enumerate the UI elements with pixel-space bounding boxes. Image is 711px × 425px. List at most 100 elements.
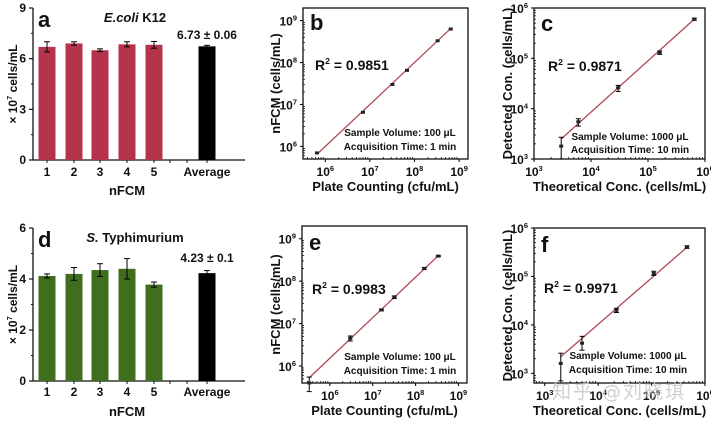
panel-f-data-point [684, 245, 689, 249]
panel-f-xtick-label: 105 [643, 388, 661, 403]
panel-e-xtick-label: 108 [407, 388, 425, 403]
panel-b-xtick-label: 107 [361, 164, 379, 179]
panel-a-xtick-label: 3 [97, 165, 104, 179]
panel-c-xtick-label: 103 [525, 164, 543, 179]
panel-f-data-point [580, 341, 585, 345]
panel-b-data-point [435, 39, 440, 43]
panel-d-title: S. Typhimurium [86, 230, 183, 245]
panel-b-ytick-label: 109 [280, 14, 298, 29]
panel-e-ytick-label: 108 [279, 274, 297, 289]
panel-b-data-point [314, 151, 319, 155]
panel-c-data-point [576, 120, 581, 124]
panel-e-data-point [379, 308, 384, 312]
panel-c-ytick-label: 106 [511, 1, 529, 16]
panel-c-ylabel: Detected Con. (cells/mL) [500, 8, 515, 160]
panel-d-average-annotation: 4.23 ± 0.1 [180, 251, 234, 265]
panel-e-xtick-label: 106 [321, 388, 339, 403]
panel-f-ytick-label: 104 [511, 318, 529, 333]
panel-b-r-squared: R2 = 0.9851 [315, 56, 389, 73]
panel-a-bar [91, 50, 109, 160]
panel-e-letter: e [309, 230, 321, 255]
panel-f-ytick-label: 106 [511, 221, 529, 236]
panel-d-xtick-label: 1 [44, 385, 51, 399]
panel-a-bar [38, 46, 56, 160]
panel-a-bar [65, 43, 83, 160]
panel-a-xtick-label: 5 [151, 165, 158, 179]
panel-d-bar [91, 270, 109, 381]
panel-a-title: E.coli K12 [104, 10, 166, 25]
panel-a-ytick-label: 0 [19, 153, 26, 167]
panel-a-xtick-label: 1 [44, 165, 51, 179]
panel-d-ytick-label: 2 [19, 323, 26, 337]
panel-e-ylabel: nFCM (cells/mL) [268, 254, 283, 354]
panel-b-ytick-label: 107 [280, 97, 298, 112]
panel-b-data-point [390, 82, 395, 86]
panel-b-sample-volume: Sample Volume: 100 μL [344, 128, 456, 139]
panel-c-xtick-label: 104 [582, 164, 600, 179]
panel-f-xtick-label: 103 [536, 388, 554, 403]
panel-c-data-point [692, 17, 697, 21]
panel-a-xlabel: nFCM [109, 183, 145, 198]
panel-a-letter: a [38, 7, 51, 32]
panel-e-xtick-label: 109 [450, 388, 468, 403]
panel-f-r-squared: R2 = 0.9971 [544, 279, 618, 296]
panel-b-xtick-label: 106 [317, 164, 335, 179]
panel-e-ytick-label: 107 [279, 317, 297, 332]
panel-f-xtick-label: 104 [589, 388, 607, 403]
panel-f-sample-volume: Sample Volume: 1000 μL [569, 351, 686, 362]
panel-a-xtick-label: Average [184, 165, 231, 179]
panel-a-xtick-label: 4 [124, 165, 131, 179]
panel-b-acquisition-time: Acquisition Time: 1 min [344, 142, 457, 153]
panel-d-ytick-label: 0 [19, 374, 26, 388]
panel-c-data-point [657, 51, 662, 55]
panel-d-xtick-label: 3 [97, 385, 104, 399]
panel-a-average-annotation: 6.73 ± 0.06 [177, 28, 237, 42]
panel-e-acquisition-time: Acquisition Time: 1 min [344, 366, 457, 377]
panel-e-data-point [307, 381, 312, 385]
panel-f-data-point [651, 271, 656, 275]
panel-d-bar [145, 284, 163, 381]
panel-e-r-squared: R2 = 0.9983 [312, 280, 386, 297]
panel-d-letter: d [38, 227, 51, 252]
panel-e-sample-volume: Sample Volume: 100 μL [344, 352, 456, 363]
panel-b-ytick-label: 106 [280, 139, 298, 154]
panel-c-data-point [616, 86, 621, 90]
panel-d-ylabel: × 107 cells/mL [5, 265, 20, 344]
panel-f-fit-line [560, 246, 688, 358]
panel-f-acquisition-time: Acquisition Time: 10 min [569, 365, 687, 376]
panel-f-ylabel: Detected Con. (cells/mL) [500, 230, 515, 382]
panel-b-data-point [448, 27, 453, 31]
panel-b-xtick-label: 109 [450, 164, 468, 179]
panel-c-sample-volume: Sample Volume: 1000 μL [571, 132, 688, 143]
panel-a-xtick-label: 2 [71, 165, 78, 179]
panel-b-xtick-label: 108 [406, 164, 424, 179]
panel-e-data-point [436, 254, 441, 258]
panel-d-bar [38, 275, 56, 381]
panel-c-letter: c [541, 11, 553, 36]
panel-d-bar [198, 273, 216, 381]
panel-c-xtick-label: 105 [639, 164, 657, 179]
panel-d-xlabel: nFCM [109, 404, 145, 419]
panel-f-letter: f [541, 232, 549, 257]
panel-a-bar [198, 46, 216, 160]
panel-b-xlabel: Plate Counting (cfu/mL) [312, 179, 459, 194]
panel-e-data-point [422, 266, 427, 270]
panel-a-bar [118, 44, 136, 160]
panel-b-data-point [405, 68, 410, 72]
panel-c-data-point [559, 144, 564, 148]
panel-c-ytick-label: 105 [511, 51, 529, 66]
panel-e-data-point [392, 295, 397, 299]
panel-d-xtick-label: 2 [71, 385, 78, 399]
panel-d-xtick-label: 4 [124, 385, 131, 399]
panel-d-xtick-label: 5 [151, 385, 158, 399]
panel-b-ytick-label: 108 [280, 55, 298, 70]
panel-b-frame [302, 7, 469, 160]
panel-a-ytick-label: 9 [19, 1, 26, 15]
panel-d-ytick-label: 4 [19, 272, 26, 286]
panel-b-ylabel: nFCM (cells/mL) [268, 33, 283, 133]
panel-f-data-point [558, 361, 563, 365]
panel-a-bar [145, 44, 163, 160]
panel-f-xlabel: Theoretical Conc. (cells/mL) [533, 403, 706, 418]
panel-c-ytick-label: 103 [511, 152, 529, 167]
